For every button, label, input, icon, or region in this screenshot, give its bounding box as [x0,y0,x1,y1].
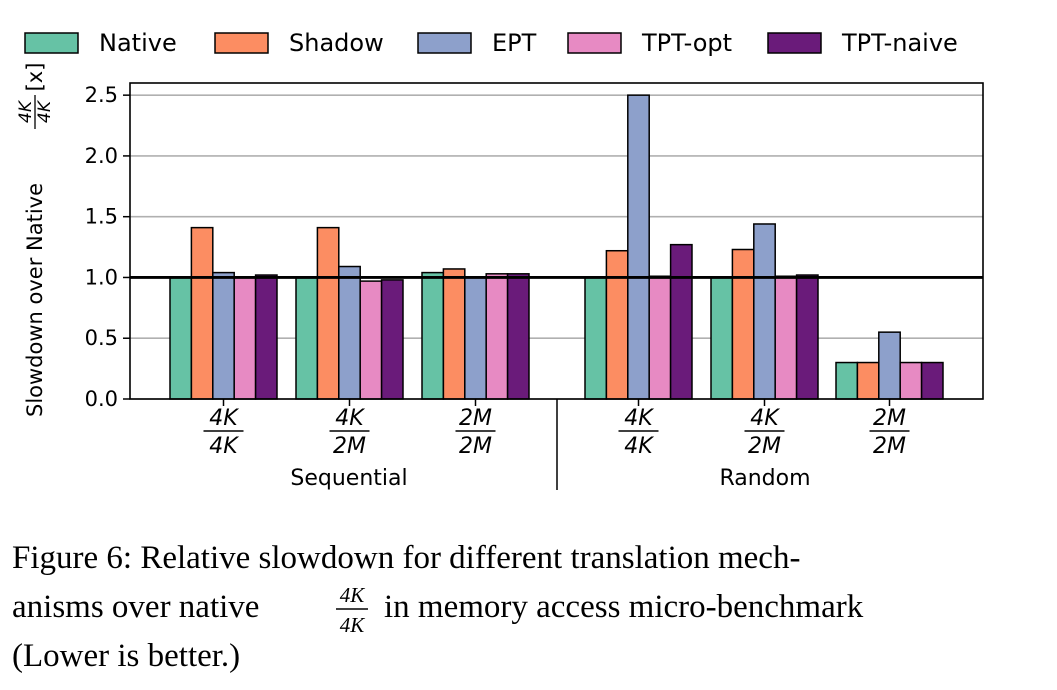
y-axis-label: Slowdown over Native [23,183,47,417]
y-tick-label: 1.5 [85,205,118,229]
legend: Native Shadow EPT TPT-opt TPT-naive [24,29,958,57]
bar [856,361,880,400]
x-tick-numerator: 4K [335,406,365,431]
legend-entry: TPT-opt [641,29,732,57]
bar [669,243,693,400]
y-tick-label: 2.0 [85,144,118,168]
y-axis-label-denominator: 4K [35,99,55,123]
caption-line-3: (Lower is better.) [12,638,240,674]
y-tick-label: 1.0 [85,265,118,289]
y-axis-label-prefix: Slowdown over Native [23,183,47,417]
bar [605,249,629,400]
bar [359,280,383,400]
bar [338,265,361,400]
bar [584,276,608,400]
x-tick-numerator: 2M [459,406,492,431]
x-tick-numerator: 4K [750,406,780,431]
legend-swatch [417,32,472,54]
legend-entry: EPT [492,29,537,57]
x-tick-denominator: 2M [459,434,492,459]
bar [899,361,923,400]
bar [212,271,235,400]
bar [774,275,798,400]
y-axis-label-numerator: 4K [16,99,36,123]
legend-swatch [24,32,79,54]
caption-line-2-start: anisms over native [12,589,259,625]
bar [169,276,193,400]
caption-line-2-end: in memory access micro-benchmark [384,589,864,625]
bar [878,331,901,400]
bar [233,276,257,400]
x-tick-numerator: 2M [873,406,906,431]
bar [380,279,404,400]
bar [648,275,672,400]
bar [710,276,734,400]
bar [421,271,445,400]
bar [442,268,466,400]
legend-swatch [214,32,269,54]
x-group-label: Random [719,466,810,491]
bar [316,226,340,400]
bar [485,273,509,400]
y-tick-label: 0.5 [85,326,118,350]
caption-line-1: Figure 6: Relative slowdown for differen… [12,540,800,576]
x-tick-denominator: 4K [209,434,239,459]
bar [795,274,819,400]
bar [464,276,487,400]
plot-area [129,82,984,400]
y-tick-label: 0.0 [85,387,118,411]
x-tick-numerator: 4K [209,406,239,431]
figure-caption: Figure 6: Relative slowdown for differen… [12,540,864,674]
legend-entry: TPT-naive [841,29,958,57]
bar [920,361,944,400]
bar [627,94,650,400]
bar [731,248,755,400]
caption-fraction-denominator: 4K [340,613,366,637]
x-tick-numerator: 4K [624,406,654,431]
bar [835,361,859,400]
legend-swatch [767,32,822,54]
caption-fraction-numerator: 4K [340,583,366,607]
legend-entry: Native [99,29,177,57]
x-axis: 4K 4K 4K 2M 2M 2M Sequential 4K 4K 4K 2M 2M 2M Random [203,399,910,491]
bar [295,276,319,400]
bar [753,223,776,400]
bar [190,226,214,400]
x-tick-denominator: 4K [624,434,654,459]
x-group-label: Sequential [290,466,407,491]
y-axis-label-fraction: 4K 4K [16,95,55,129]
legend-entry: Shadow [289,29,384,57]
bar [506,273,530,400]
x-tick-denominator: 2M [873,434,906,459]
x-tick-denominator: 2M [333,434,366,459]
x-tick-denominator: 2M [748,434,781,459]
y-tick-label: 2.5 [85,83,118,107]
y-axis: Slowdown over Native 0.0 0.5 1.0 1.5 2.0 2.5 4… [16,63,130,417]
bar [254,274,278,400]
legend-swatch [567,32,622,54]
y-axis-label-suffix: [x] [23,63,47,92]
